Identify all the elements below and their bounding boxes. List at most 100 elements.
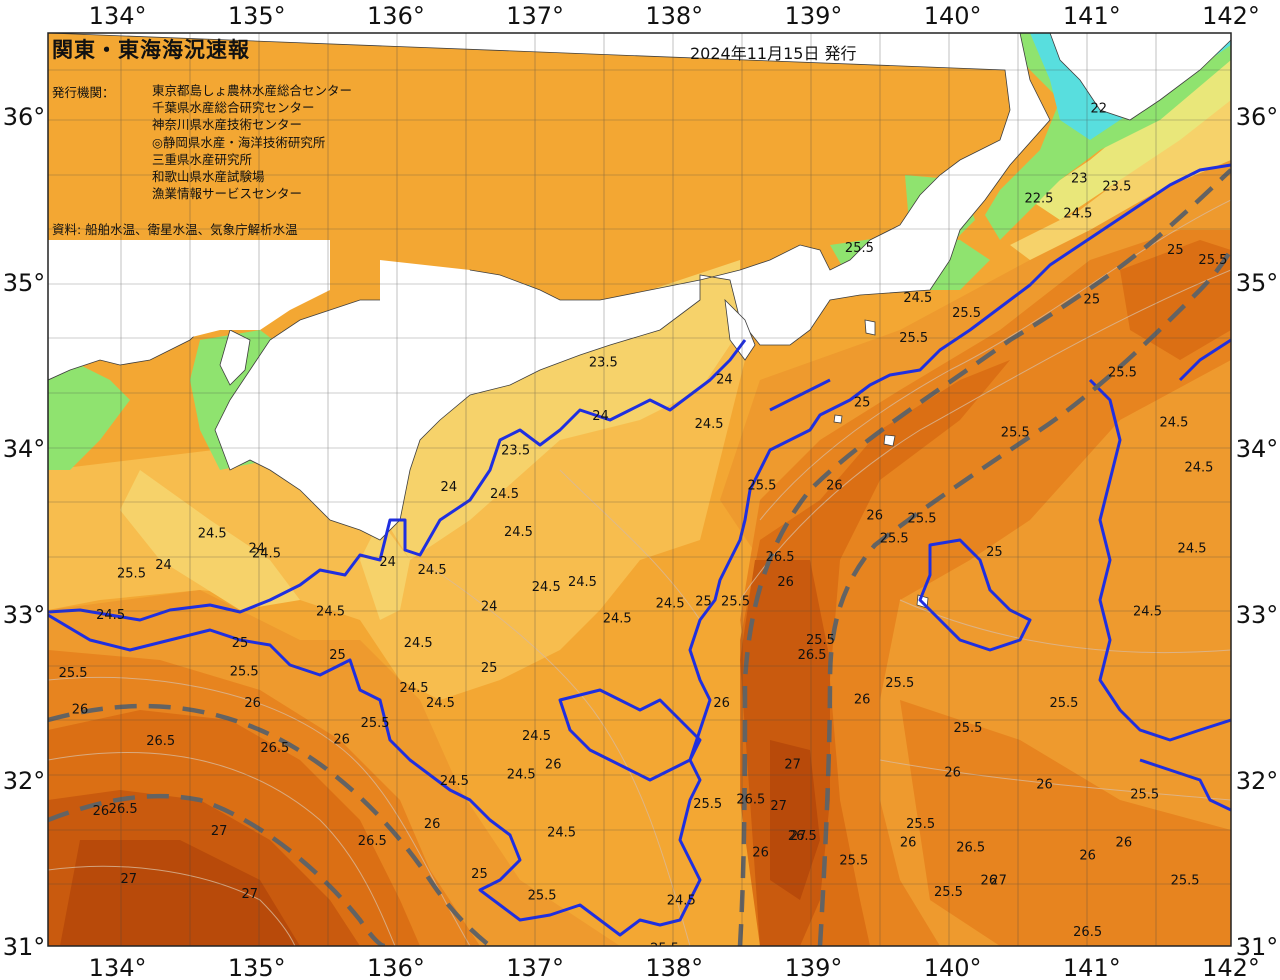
contour-label: 23.5 (1102, 180, 1131, 195)
contour-label: 24.5 (504, 525, 533, 540)
contour-label: 26 (333, 733, 350, 748)
longitude-label: 141° (1063, 2, 1121, 30)
longitude-label: 139° (785, 954, 843, 980)
contour-label: 25.5 (1171, 874, 1200, 889)
contour-label: 27 (242, 887, 259, 902)
contour-label: 24.5 (507, 767, 536, 782)
bottom-longitude-axis: 134° 135° 136° 137° 138° 139° 140° 141° 142° (89, 954, 1260, 980)
contour-label: 24.5 (426, 696, 455, 711)
contour-label: 25 (1084, 293, 1101, 308)
contour-label: 25.5 (1050, 696, 1079, 711)
contour-label: 25.5 (528, 889, 557, 904)
coordinate-grid (48, 33, 1231, 946)
longitude-label: 142° (1202, 954, 1260, 980)
agency-item: 和歌山県水産試験場 (152, 169, 265, 185)
contour-label: 24.5 (568, 575, 597, 590)
contour-label: 26 (944, 766, 961, 781)
contour-label: 24.5 (1159, 415, 1188, 430)
contour-label: 24.5 (252, 547, 281, 562)
longitude-label: 142° (1202, 2, 1260, 30)
contour-label: 26 (866, 508, 883, 523)
longitude-label: 135° (228, 954, 286, 980)
contour-label: 24 (592, 409, 609, 424)
contour-label: 26 (93, 804, 110, 819)
contour-label: 25.5 (1130, 787, 1159, 802)
contour-label: 23.5 (589, 356, 618, 371)
longitude-label: 138° (645, 2, 703, 30)
contour-label: 24.5 (1063, 206, 1092, 221)
contour-label: 25 (471, 867, 488, 882)
longitude-label: 137° (506, 2, 564, 30)
contour-label: 24.5 (404, 636, 433, 651)
contour-label: 26 (545, 757, 562, 772)
map-title: 関東・東海海況速報 (52, 38, 250, 62)
longitude-label: 134° (89, 2, 147, 30)
contour-label: 25.5 (361, 716, 390, 731)
contour-label: 27 (790, 829, 807, 844)
contour-label: 24 (155, 558, 172, 573)
contour-label: 25 (1167, 243, 1184, 258)
contour-label: 26 (713, 696, 730, 711)
longitude-label: 137° (506, 954, 564, 980)
latitude-label: 34° (3, 435, 46, 463)
contour-label: 26 (1079, 849, 1096, 864)
oshima-land (864, 319, 876, 336)
latitude-label: 36° (3, 103, 46, 131)
contour-label: 25.5 (934, 885, 963, 900)
contour-label: 24.5 (656, 596, 685, 611)
contour-label: 24.5 (418, 563, 447, 578)
contour-label: 25.5 (59, 666, 88, 681)
contour-label: 24.5 (440, 774, 469, 789)
contour-label: 24.5 (532, 580, 561, 595)
contour-label: 26 (777, 575, 794, 590)
contour-label: 26.5 (109, 802, 138, 817)
top-longitude-axis: 134° 135° 136° 137° 138° 139° 140° 141° 142° (89, 2, 1260, 30)
contour-label: 26 (900, 835, 917, 850)
agency-item: 東京都島しょ農林水産総合センター (152, 83, 353, 98)
contour-label: 23 (1071, 171, 1088, 186)
latitude-label: 31° (1236, 933, 1279, 961)
contour-label: 25 (481, 661, 498, 676)
contour-label: 25.5 (845, 241, 874, 256)
isotherm-24 (48, 339, 747, 622)
contour-label: 25.5 (839, 854, 868, 869)
contour-label: 26 (826, 479, 843, 494)
contour-label: 25.5 (952, 306, 981, 321)
contour-label: 26 (244, 696, 261, 711)
contour-label: 24.5 (96, 608, 125, 623)
contour-label: 25 (986, 545, 1003, 560)
contour-label: 25.5 (953, 721, 982, 736)
contour-label: 26 (72, 703, 89, 718)
contour-label: 25 (695, 595, 712, 610)
contour-label: 24.5 (400, 681, 429, 696)
latitude-label: 35° (1236, 269, 1279, 297)
contour-label: 25.5 (806, 633, 835, 648)
contour-label: 25.5 (230, 664, 259, 679)
contour-label: 24.5 (198, 527, 227, 542)
contour-label: 25.5 (880, 532, 909, 547)
latitude-label: 33° (1236, 601, 1279, 629)
latitude-label: 34° (1236, 435, 1279, 463)
contour-label: 22 (1091, 102, 1108, 117)
contour-label: 27 (211, 824, 228, 839)
contour-labels: 23.523.52424242424242424.524.524.524.524… (59, 102, 1228, 946)
latitude-label: 36° (1236, 103, 1279, 131)
contour-label: 26 (854, 693, 871, 708)
honshu-land (48, 33, 1051, 541)
contour-label: 25.5 (1198, 253, 1227, 268)
contour-label: 26 (424, 817, 441, 832)
contour-label: 24.5 (903, 291, 932, 306)
kozu-land (833, 414, 843, 424)
contour-label: 25.5 (899, 331, 928, 346)
contour-label: 26 (1036, 777, 1053, 792)
latitude-label: 32° (3, 767, 46, 795)
contour-label: 24.5 (1133, 605, 1162, 620)
agency-item: 神奈川県水産技術センター (152, 117, 303, 133)
contour-label: 25.5 (693, 797, 722, 812)
contour-label: 25.5 (1001, 425, 1030, 440)
right-latitude-axis: 36° 35° 34° 33° 32° 31° (1236, 103, 1279, 961)
contour-label: 25.5 (1108, 366, 1137, 381)
contour-label: 26.5 (146, 734, 175, 749)
contour-label: 26.5 (956, 840, 985, 855)
contour-label: 24.5 (667, 894, 696, 909)
